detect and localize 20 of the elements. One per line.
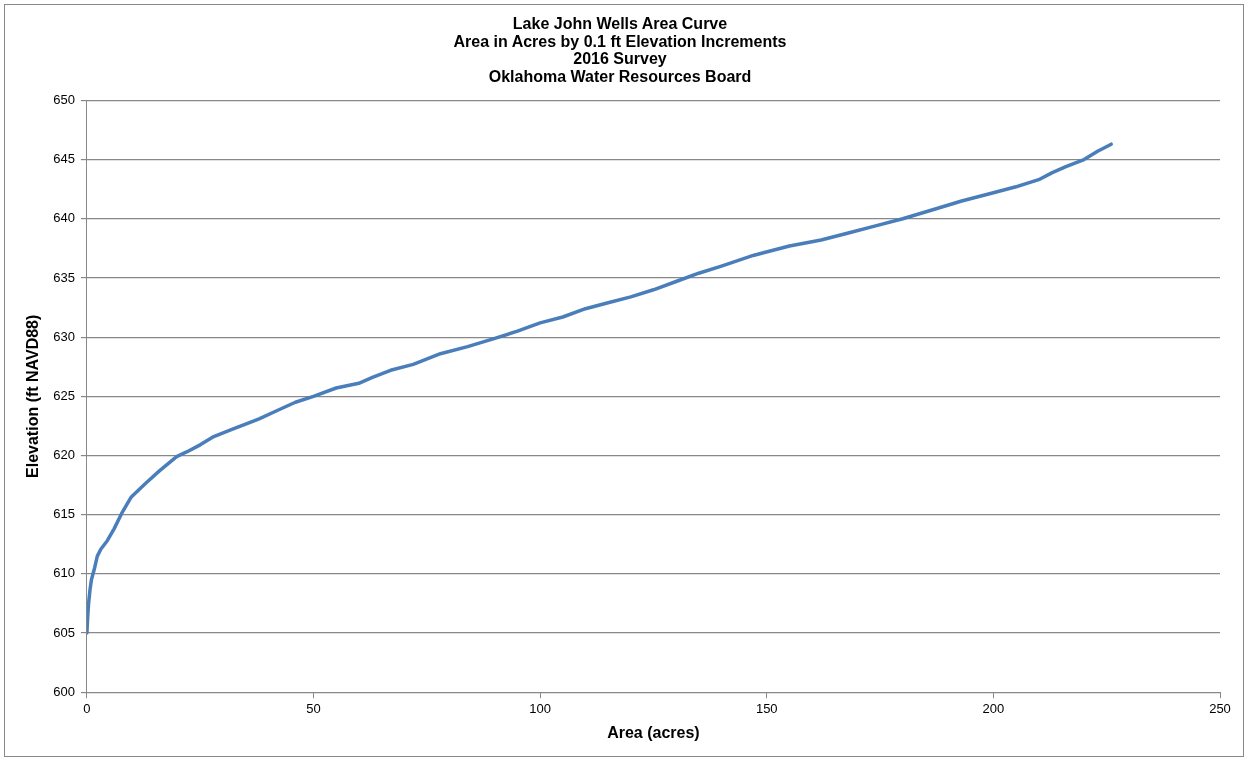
x-axis-title: Area (acres): [607, 723, 700, 741]
x-tick-label: 200: [982, 700, 1005, 716]
x-tick-label: 50: [306, 700, 321, 716]
y-tick-label: 605: [53, 624, 75, 640]
y-tick-label: 615: [53, 506, 75, 522]
y-tick-label: 640: [53, 210, 75, 226]
y-tick-label: 630: [53, 328, 75, 344]
y-tick-label: 610: [53, 565, 75, 581]
y-tick-label: 635: [53, 269, 75, 285]
y-tick-label: 620: [53, 447, 75, 463]
x-tick-label: 100: [529, 700, 551, 716]
chart-title: Lake John Wells Area Curve Area in Acres by 0.1 ft Elevation Increments 2016 Survey Oklahoma Water Resources Board: [453, 15, 787, 86]
x-tick-label: 0: [83, 700, 91, 716]
x-tick-label: 150: [755, 700, 778, 716]
y-tick-label: 625: [53, 387, 75, 403]
y-tick-label: 650: [53, 91, 75, 107]
x-tick-label: 250: [1209, 700, 1231, 716]
y-tick-label: 645: [53, 151, 75, 167]
y-tick-label: 600: [53, 683, 75, 699]
y-axis-title: Elevation (ft NAVD88): [24, 314, 42, 478]
